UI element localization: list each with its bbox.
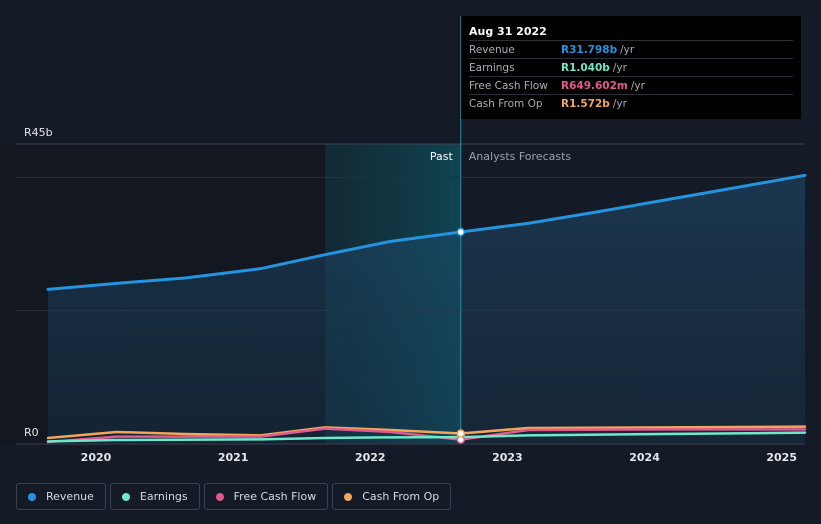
x-tick-label: 2021 [218,451,249,464]
legend: Revenue Earnings Free Cash Flow Cash Fro… [16,483,452,510]
tooltip-value: R1.572b [561,97,610,110]
legend-item-revenue[interactable]: Revenue [16,483,106,510]
legend-label: Earnings [139,490,188,503]
legend-label: Free Cash Flow [233,490,317,503]
legend-dot-icon [215,492,224,501]
marker-cash-from-op [456,429,466,438]
past-label: Past [430,150,454,163]
legend-item-cfo[interactable]: Cash From Op [332,483,452,510]
tooltip-unit: /yr [620,43,635,56]
legend-dot-icon [344,492,353,501]
x-tick-label: 2025 [766,451,797,464]
legend-label: Revenue [46,490,94,503]
legend-item-fcf[interactable]: Free Cash Flow [203,483,329,510]
x-tick-label: 2024 [629,451,660,464]
tooltip-label: Cash From Op [469,97,543,110]
forecast-label: Analysts Forecasts [469,150,572,163]
chart-canvas: R45b R0 Past Analysts Forecasts 2020 2021… [16,16,807,464]
x-tick-label: 2022 [355,451,386,464]
y-label-bottom: R0 [24,426,39,439]
tooltip-row-earnings: Earnings R1.040b /yr [469,58,793,76]
tooltip-unit: /yr [630,79,645,92]
series-line-free-cash-flow [46,427,807,444]
tooltip-value: R31.798b [561,43,618,56]
tooltip-date: Aug 31 2022 [469,25,547,38]
tooltip-label: Revenue [469,43,515,56]
tooltip-label: Free Cash Flow [469,79,548,92]
series-line-revenue [46,173,807,291]
x-axis: 2020 2021 2022 2023 2024 2025 [81,451,797,464]
tooltip-label: Earnings [469,61,515,74]
legend-dot-icon [121,492,130,501]
series-line-cash-from-op [46,425,807,440]
y-label-top: R45b [24,126,53,139]
x-tick-label: 2023 [492,451,523,464]
series-line-earnings [46,431,807,443]
legend-dot-icon [28,492,36,501]
legend-label: Cash From Op [362,490,440,503]
tooltip-row-revenue: Revenue R31.798b /yr [469,40,793,58]
revenue-area [48,175,805,445]
tooltip-panel: Aug 31 2022 Revenue R31.798b /yr Earning… [461,16,801,119]
legend-item-earnings[interactable]: Earnings [109,483,200,510]
marker-revenue [456,227,466,237]
tooltip-unit: /yr [612,97,627,110]
x-tick-label: 2020 [81,451,112,464]
tooltip-unit: /yr [612,61,627,74]
tooltip-row-cfo: Cash From Op R1.572b /yr [469,94,793,112]
tooltip-row-fcf: Free Cash Flow R649.602m /yr [469,76,793,94]
tooltip-value: R1.040b [561,61,610,74]
tooltip-value: R649.602m [561,79,628,92]
